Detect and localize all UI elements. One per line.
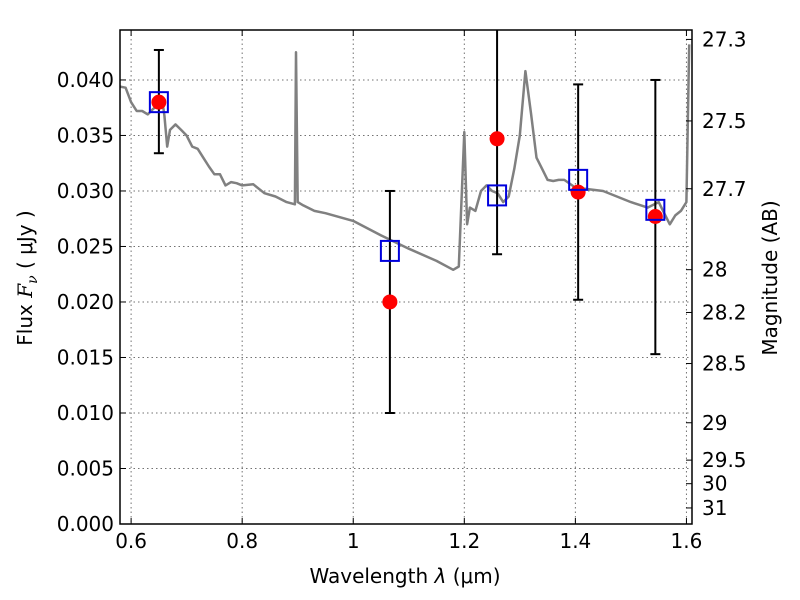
y2-tick-label: 28.2 (702, 300, 747, 324)
y-tick-label: 0.005 (57, 456, 114, 480)
observed-points-layer (151, 94, 663, 310)
model-points-layer (148, 91, 666, 262)
observed-point (647, 208, 663, 224)
y2-tick-label: 29 (702, 411, 727, 435)
grid-layer (120, 30, 692, 524)
tick-layer: 0.6 0.8 1 1.2 1.4 1.6 0.000 0.005 0.010 0.015 0.02… (57, 27, 747, 553)
y-tick-label: 0.025 (57, 234, 114, 258)
y-tick-label: 0.000 (57, 512, 114, 536)
y2-tick-label: 27.7 (702, 177, 747, 201)
model-photometry-point (487, 184, 508, 207)
model-photometry-point (568, 168, 589, 191)
y-tick-label: 0.040 (57, 68, 114, 92)
x-tick-label: 1.2 (448, 529, 480, 553)
plot-frame (119, 29, 693, 525)
y2-tick-label: 27.3 (702, 27, 747, 51)
y-tick-label: 0.020 (57, 290, 114, 314)
y2-tick-label: 31 (702, 496, 727, 520)
model-photometry-point (645, 198, 666, 221)
x-tick-label: 1.6 (671, 529, 703, 553)
x-tick-label: 1.4 (559, 529, 591, 553)
y2-tick-label: 27.5 (702, 109, 747, 133)
observed-point (151, 94, 167, 110)
model-photometry-point (379, 239, 400, 262)
y2-tick-label: 28 (702, 258, 727, 282)
x-tick-label: 0.8 (226, 529, 258, 553)
errorbar-layer (153, 30, 661, 414)
observed-point (382, 294, 398, 310)
spectrum-layer (120, 44, 691, 272)
y-tick-label: 0.035 (57, 123, 114, 147)
y2-tick-label: 29.5 (702, 448, 747, 472)
y-tick-label: 0.015 (57, 345, 114, 369)
x-axis-title: Wavelength λ (μm) (309, 564, 500, 588)
y2-tick-label: 28.5 (702, 352, 747, 376)
y2-tick-label: 30 (702, 472, 727, 496)
x-tick-label: 1 (347, 529, 360, 553)
model-spectrum-line (120, 44, 691, 272)
y2-axis-title: Magnitude (AB) (758, 200, 782, 355)
y-tick-label: 0.010 (57, 401, 114, 425)
model-photometry-point (148, 91, 169, 114)
observed-point (489, 131, 505, 147)
y-tick-label: 0.030 (57, 179, 114, 203)
x-tick-label: 0.6 (115, 529, 147, 553)
observed-point (570, 184, 586, 200)
y-axis-title: Flux Fν ( μJy ) (13, 210, 41, 345)
